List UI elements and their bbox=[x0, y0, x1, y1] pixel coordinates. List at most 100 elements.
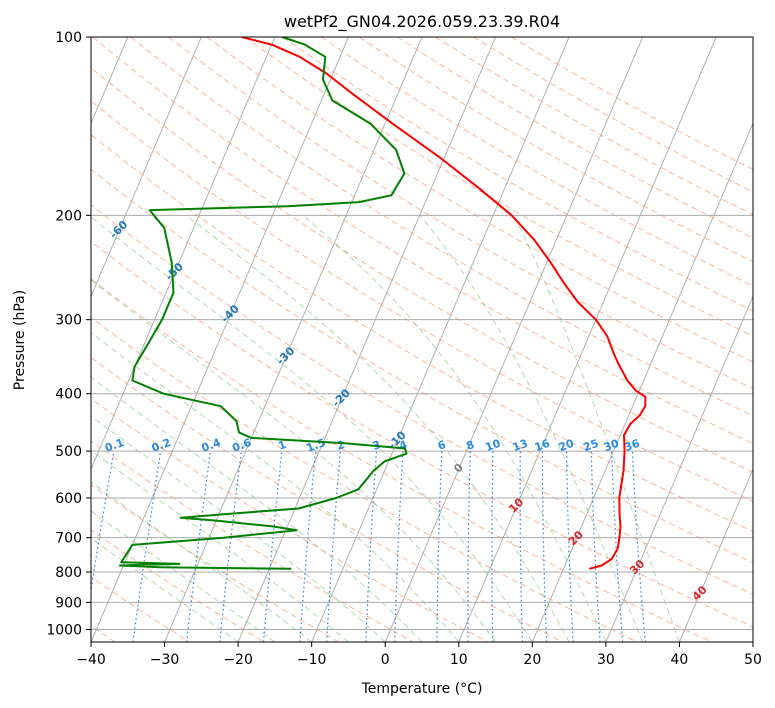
y-tick-label: 400 bbox=[55, 387, 82, 403]
mixing-ratio-label: 0.4 bbox=[200, 436, 223, 455]
isotherm-label: -70 bbox=[52, 176, 75, 199]
isotherm-line bbox=[678, 467, 753, 642]
x-tick-label: 10 bbox=[450, 652, 468, 668]
x-tick-label: 40 bbox=[671, 652, 689, 668]
x-tick-label: 50 bbox=[744, 652, 762, 668]
mixing-ratio-label: 0.2 bbox=[150, 436, 173, 455]
mixing-ratio-label: 25 bbox=[582, 437, 601, 454]
moist-adiabat bbox=[91, 376, 423, 642]
isotherm-line bbox=[164, 37, 423, 642]
x-tick-label: −40 bbox=[76, 652, 106, 668]
dry-adiabat bbox=[91, 484, 340, 642]
mixing-ratio-line bbox=[219, 451, 242, 642]
mixing-ratio-line bbox=[631, 451, 646, 642]
mixing-ratio-label: 36 bbox=[623, 437, 642, 455]
mixing-ratio-line bbox=[436, 451, 443, 642]
dry-adiabat bbox=[91, 317, 638, 642]
mixing-ratio-label: 0.6 bbox=[230, 436, 253, 455]
isotherm-line bbox=[91, 37, 202, 298]
isotherm-line bbox=[384, 37, 644, 642]
moist-adiabat bbox=[91, 449, 349, 642]
moist-adiabat bbox=[91, 279, 496, 642]
isotherm-label: -80 bbox=[0, 134, 19, 157]
x-tick-label: 0 bbox=[381, 652, 390, 668]
mixing-ratio-label: 2 bbox=[335, 438, 347, 453]
isotherm-line bbox=[752, 640, 753, 642]
y-tick-label: 800 bbox=[55, 565, 82, 581]
x-tick-label: 20 bbox=[523, 652, 541, 668]
isotherm-line bbox=[458, 37, 717, 642]
mixing-ratio-line bbox=[262, 451, 283, 642]
x-tick-label: −30 bbox=[150, 652, 180, 668]
mixing-ratio-label: 16 bbox=[533, 437, 552, 455]
mixing-ratio-line bbox=[394, 451, 404, 642]
mixing-ratio-line bbox=[541, 451, 548, 642]
mixing-ratio-line bbox=[91, 450, 115, 594]
mixing-ratio-line bbox=[299, 451, 317, 642]
mixing-ratio-line bbox=[326, 451, 341, 642]
mixing-ratio-label: 0.1 bbox=[103, 436, 126, 455]
y-tick-label: 600 bbox=[55, 491, 82, 507]
y-tick-label: 200 bbox=[55, 208, 82, 224]
mixing-ratio-label: 6 bbox=[436, 438, 448, 453]
dry-adiabat bbox=[91, 576, 190, 642]
mixing-ratio-line bbox=[132, 451, 162, 642]
plot-frame bbox=[90, 36, 754, 643]
y-axis-label: Pressure (hPa) bbox=[12, 290, 28, 390]
moist-adiabat bbox=[419, 214, 644, 642]
mixing-ratio-label: 10 bbox=[484, 437, 503, 455]
y-tick-label: 100 bbox=[55, 30, 82, 46]
dewpoint-profile bbox=[118, 37, 408, 570]
mixing-ratio-label: 30 bbox=[602, 437, 621, 455]
mixing-ratio-line bbox=[365, 451, 378, 642]
mixing-ratio-line bbox=[186, 451, 212, 642]
dry-adiabat bbox=[91, 440, 414, 642]
isotherm-line bbox=[91, 37, 276, 471]
background-lines bbox=[91, 37, 753, 642]
chart-title: wetPf2_GN04.2026.059.23.39.R04 bbox=[284, 12, 560, 32]
x-axis-label: Temperature (°C) bbox=[361, 681, 483, 697]
y-tick-label: 900 bbox=[55, 595, 82, 611]
mixing-ratio-line bbox=[467, 451, 471, 642]
x-tick-label: 30 bbox=[597, 652, 615, 668]
dry-adiabat bbox=[91, 240, 753, 628]
x-tick-label: −10 bbox=[297, 652, 327, 668]
dry-adiabat bbox=[91, 100, 753, 503]
mixing-ratio-label: 20 bbox=[557, 437, 576, 455]
plot-area bbox=[91, 37, 753, 642]
moist-adiabat bbox=[91, 216, 533, 642]
pressure-grid bbox=[91, 37, 753, 630]
axis-ticks: −40 −30 −20 −10 0 10 20 30 40 5010020030040050060… bbox=[46, 30, 762, 668]
y-tick-label: 1000 bbox=[46, 622, 82, 638]
y-tick-label: 300 bbox=[55, 313, 82, 329]
mixing-ratio-label: 4 bbox=[397, 438, 409, 453]
dry-adiabat bbox=[91, 278, 713, 642]
moist-adiabat bbox=[91, 332, 460, 642]
mixing-ratio-line bbox=[611, 451, 624, 642]
mixing-ratio-label: 1 bbox=[276, 438, 288, 453]
dry-adiabat bbox=[91, 204, 753, 595]
y-tick-label: 500 bbox=[55, 444, 82, 460]
moist-adiabat bbox=[185, 214, 570, 642]
mixing-ratio-line bbox=[566, 451, 574, 642]
mixing-ratio-line bbox=[519, 451, 524, 642]
isotherm-line bbox=[237, 37, 497, 642]
y-tick-label: 700 bbox=[55, 531, 82, 547]
x-tick-label: −20 bbox=[223, 652, 253, 668]
mixing-ratio-label: 8 bbox=[465, 438, 477, 453]
moist-adiabat bbox=[302, 214, 607, 642]
moist-adiabat bbox=[91, 481, 312, 642]
moist-adiabat bbox=[91, 415, 386, 642]
mixing-ratio-line bbox=[590, 451, 601, 642]
temperature-profile bbox=[241, 37, 647, 570]
dry-adiabat bbox=[91, 356, 563, 642]
dry-adiabat bbox=[91, 397, 489, 642]
mixing-ratio-label: 13 bbox=[511, 437, 530, 454]
moist-adiabat bbox=[513, 215, 680, 642]
moist-adiabat bbox=[91, 537, 239, 642]
mixing-ratio-line bbox=[491, 451, 494, 642]
isotherm-line bbox=[605, 295, 753, 642]
isotherm-line bbox=[531, 122, 753, 642]
profile-series bbox=[118, 37, 647, 570]
